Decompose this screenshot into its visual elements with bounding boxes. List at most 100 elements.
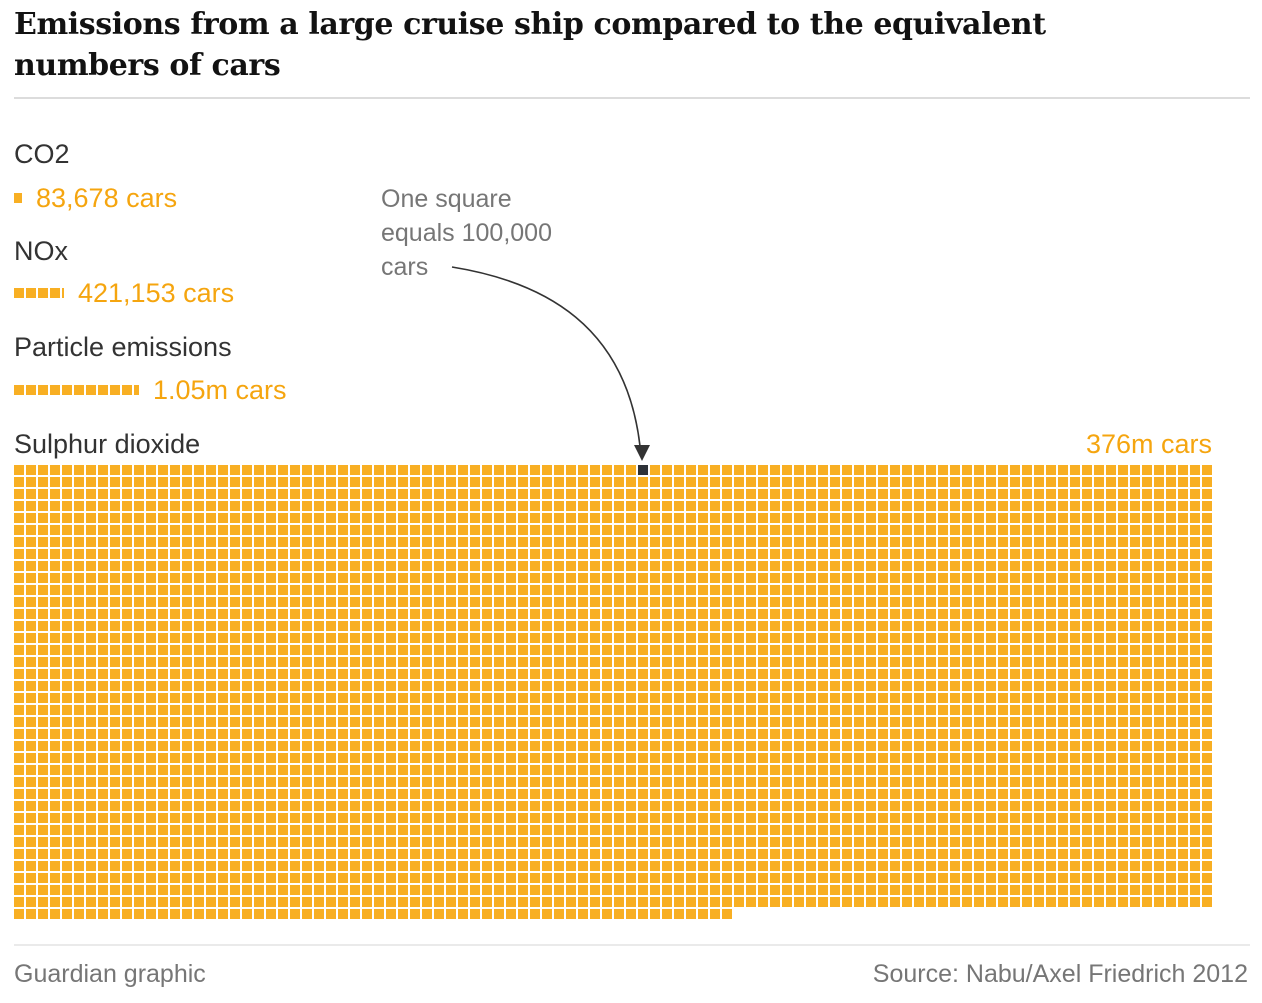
- grid-square: [14, 633, 24, 643]
- grid-square: [182, 729, 192, 739]
- grid-square: [254, 849, 264, 859]
- grid-square: [38, 909, 48, 919]
- grid-square: [194, 621, 204, 631]
- grid-square: [1190, 873, 1200, 883]
- grid-square: [854, 729, 864, 739]
- grid-square: [266, 561, 276, 571]
- grid-square: [830, 621, 840, 631]
- grid-square: [146, 465, 156, 475]
- grid-square: [962, 789, 972, 799]
- grid-square: [266, 813, 276, 823]
- grid-square: [1046, 621, 1056, 631]
- grid-square: [482, 501, 492, 511]
- grid-square: [86, 873, 96, 883]
- grid-square: [62, 765, 72, 775]
- grid-square: [158, 657, 168, 667]
- grid-square: [410, 777, 420, 787]
- grid-square: [26, 705, 36, 715]
- grid-square: [854, 633, 864, 643]
- grid-square: [590, 909, 600, 919]
- grid-square: [1130, 549, 1140, 559]
- grid-square: [122, 681, 132, 691]
- grid-square: [818, 717, 828, 727]
- grid-square: [602, 717, 612, 727]
- grid-square: [1058, 729, 1068, 739]
- grid-square: [686, 729, 696, 739]
- grid-square: [986, 813, 996, 823]
- grid-square: [110, 825, 120, 835]
- grid-square: [434, 753, 444, 763]
- grid-square: [686, 849, 696, 859]
- grid-square: [290, 705, 300, 715]
- grid-square: [278, 669, 288, 679]
- grid-square: [1130, 741, 1140, 751]
- grid-square: [218, 849, 228, 859]
- grid-square: [878, 765, 888, 775]
- grid-square: [1118, 549, 1128, 559]
- grid-square: [458, 693, 468, 703]
- grid-square: [242, 645, 252, 655]
- grid-square: [206, 597, 216, 607]
- grid-square: [770, 825, 780, 835]
- grid-square: [398, 669, 408, 679]
- grid-square: [146, 765, 156, 775]
- grid-square: [542, 837, 552, 847]
- grid-square: [278, 789, 288, 799]
- grid-square: [782, 861, 792, 871]
- grid-square: [902, 873, 912, 883]
- grid-square: [770, 525, 780, 535]
- grid-square: [170, 645, 180, 655]
- grid-square: [554, 777, 564, 787]
- grid-square: [1202, 513, 1212, 523]
- grid-square: [458, 705, 468, 715]
- grid-square: [590, 861, 600, 871]
- grid-square: [854, 525, 864, 535]
- grid-square: [1178, 741, 1188, 751]
- grid-square: [1106, 729, 1116, 739]
- grid-square: [230, 693, 240, 703]
- grid-square: [650, 849, 660, 859]
- grid-square: [1070, 873, 1080, 883]
- grid-square: [398, 837, 408, 847]
- grid-square: [86, 789, 96, 799]
- grid-square: [506, 861, 516, 871]
- grid-square: [878, 813, 888, 823]
- grid-square: [1070, 885, 1080, 895]
- grid-square: [542, 813, 552, 823]
- grid-square: [1106, 825, 1116, 835]
- grid-square: [902, 837, 912, 847]
- grid-square: [1010, 537, 1020, 547]
- grid-square: [230, 753, 240, 763]
- grid-square: [878, 657, 888, 667]
- grid-square: [686, 897, 696, 907]
- grid-square: [1094, 621, 1104, 631]
- grid-square: [602, 489, 612, 499]
- grid-square: [1082, 669, 1092, 679]
- grid-square: [770, 465, 780, 475]
- grid-square: [194, 525, 204, 535]
- grid-square: [566, 633, 576, 643]
- grid-square: [950, 849, 960, 859]
- grid-square: [638, 885, 648, 895]
- grid-square: [314, 813, 324, 823]
- grid-square: [770, 561, 780, 571]
- grid-square: [1034, 513, 1044, 523]
- grid-square: [674, 909, 684, 919]
- grid-square: [530, 561, 540, 571]
- grid-square: [134, 465, 144, 475]
- grid-square: [746, 861, 756, 871]
- grid-square: [158, 693, 168, 703]
- grid-square: [734, 513, 744, 523]
- grid-square: [1118, 729, 1128, 739]
- grid-square: [482, 777, 492, 787]
- grid-square: [554, 573, 564, 583]
- grid-square: [962, 885, 972, 895]
- grid-square: [962, 537, 972, 547]
- grid-square: [782, 561, 792, 571]
- grid-square: [302, 585, 312, 595]
- grid-square: [686, 765, 696, 775]
- grid-square: [698, 645, 708, 655]
- grid-square: [470, 693, 480, 703]
- grid-square: [194, 573, 204, 583]
- grid-square: [398, 849, 408, 859]
